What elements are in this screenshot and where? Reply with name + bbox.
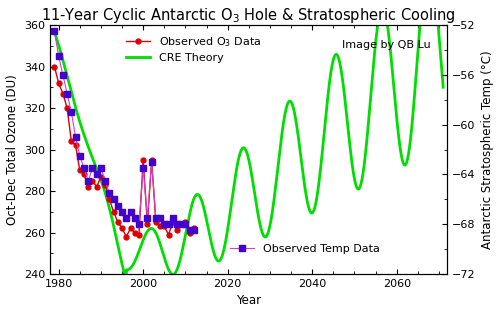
Text: Image by QB Lu: Image by QB Lu [342, 40, 430, 50]
X-axis label: Year: Year [236, 295, 262, 307]
Legend: Observed Temp Data: Observed Temp Data [228, 242, 382, 256]
Y-axis label: Oct-Dec Total Ozone (DU): Oct-Dec Total Ozone (DU) [6, 74, 18, 225]
Y-axis label: Antarctic Stratospheric Temp (°C): Antarctic Stratospheric Temp (°C) [482, 50, 494, 249]
Title: 11-Year Cyclic Antarctic O$_3$ Hole & Stratospheric Cooling: 11-Year Cyclic Antarctic O$_3$ Hole & St… [42, 6, 456, 24]
